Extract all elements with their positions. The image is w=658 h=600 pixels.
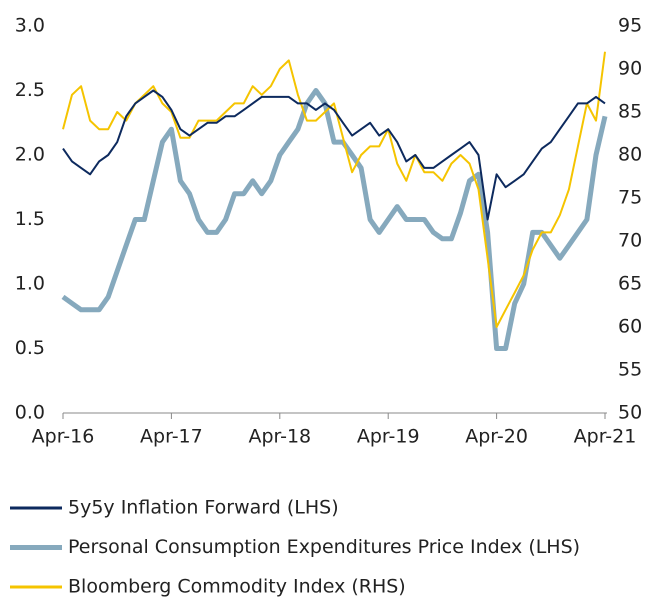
series-line	[61, 88, 608, 351]
y-tick-label: 0.5	[15, 337, 45, 359]
series-line	[62, 89, 606, 221]
x-tick-label: Apr-16	[32, 426, 95, 448]
y2-tick-label: 90	[618, 58, 642, 80]
legend-label: 5y5y Inflation Forward (LHS)	[68, 497, 339, 519]
y-tick-label: 2.5	[15, 79, 45, 101]
y-tick-label: 1.5	[15, 208, 45, 230]
y2-tick-label: 65	[618, 273, 642, 295]
y-tick-label: 3.0	[15, 15, 45, 37]
x-tick-label: Apr-17	[140, 426, 203, 448]
y2-tick-label: 60	[618, 316, 642, 338]
y-tick-label: 0.0	[15, 402, 45, 424]
y2-tick-label: 70	[618, 230, 642, 252]
y2-tick-label: 75	[618, 187, 642, 209]
legend-label: Personal Consumption Expenditures Price …	[68, 536, 580, 558]
x-tick-label: Apr-18	[248, 426, 311, 448]
y-tick-label: 2.0	[15, 144, 45, 166]
y2-tick-label: 85	[618, 101, 642, 123]
x-tick-label: Apr-19	[357, 426, 420, 448]
series-line	[62, 51, 606, 328]
x-tick-label: Apr-21	[574, 426, 637, 448]
x-tick-label: Apr-20	[465, 426, 528, 448]
y2-tick-label: 50	[618, 402, 642, 424]
y2-tick-label: 55	[618, 359, 642, 381]
legend-label: Bloomberg Commodity Index (RHS)	[68, 576, 406, 598]
y-tick-label: 1.0	[15, 273, 45, 295]
y2-tick-label: 80	[618, 144, 642, 166]
y2-tick-label: 95	[618, 15, 642, 37]
